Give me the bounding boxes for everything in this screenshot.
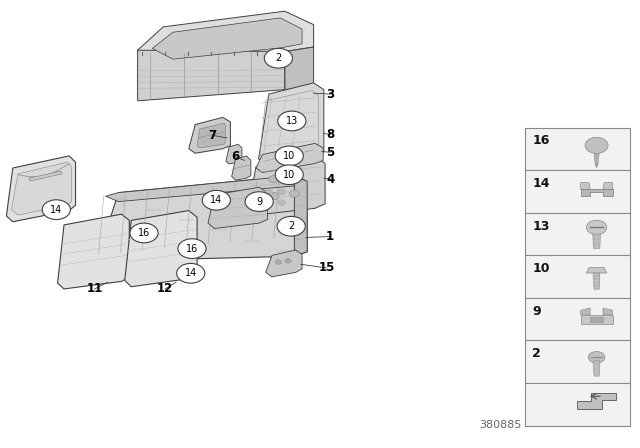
Text: 10: 10 [283, 151, 296, 161]
Polygon shape [197, 123, 225, 148]
Text: 16: 16 [138, 228, 150, 238]
FancyBboxPatch shape [525, 383, 630, 426]
Text: 10: 10 [532, 262, 550, 275]
Polygon shape [12, 162, 72, 215]
Polygon shape [208, 187, 268, 228]
Circle shape [275, 165, 303, 185]
Text: 16: 16 [532, 134, 550, 147]
Circle shape [177, 263, 205, 283]
FancyBboxPatch shape [525, 298, 630, 340]
Text: 3: 3 [326, 87, 334, 101]
Circle shape [264, 48, 292, 68]
Text: 6: 6 [232, 150, 239, 164]
Circle shape [277, 216, 305, 236]
Polygon shape [285, 47, 314, 90]
Polygon shape [6, 156, 76, 222]
Circle shape [265, 201, 273, 207]
FancyBboxPatch shape [525, 170, 630, 213]
Polygon shape [138, 50, 285, 101]
Polygon shape [593, 273, 600, 289]
Circle shape [265, 190, 273, 195]
Polygon shape [577, 393, 616, 409]
Text: 1: 1 [326, 230, 334, 243]
Polygon shape [99, 176, 307, 261]
Circle shape [289, 190, 300, 197]
Polygon shape [138, 11, 314, 64]
Text: 15: 15 [318, 261, 335, 275]
Text: 12: 12 [157, 282, 173, 296]
Polygon shape [125, 211, 197, 287]
Polygon shape [294, 176, 307, 256]
Polygon shape [226, 144, 242, 164]
Text: 14: 14 [50, 205, 63, 215]
Polygon shape [58, 214, 129, 289]
Text: 2: 2 [288, 221, 294, 231]
Circle shape [586, 220, 607, 235]
Circle shape [585, 137, 608, 153]
Polygon shape [256, 143, 323, 172]
Polygon shape [106, 176, 307, 202]
Polygon shape [586, 267, 607, 273]
Circle shape [588, 351, 605, 363]
FancyBboxPatch shape [525, 340, 630, 383]
Text: 380885: 380885 [479, 420, 521, 430]
Text: 14: 14 [184, 268, 197, 278]
Circle shape [278, 111, 306, 131]
Circle shape [285, 258, 291, 263]
Polygon shape [248, 156, 325, 215]
Text: 8: 8 [326, 128, 334, 141]
Text: 9: 9 [256, 197, 262, 207]
Circle shape [269, 193, 279, 200]
Polygon shape [29, 171, 62, 181]
FancyBboxPatch shape [525, 128, 630, 170]
Text: 16: 16 [186, 244, 198, 254]
Polygon shape [189, 117, 230, 153]
Polygon shape [232, 156, 251, 180]
Circle shape [278, 189, 285, 194]
Text: 13: 13 [532, 220, 550, 233]
Polygon shape [580, 189, 612, 196]
Text: 2: 2 [275, 53, 282, 63]
Polygon shape [259, 83, 324, 166]
Polygon shape [593, 234, 600, 248]
Polygon shape [603, 183, 612, 189]
Polygon shape [152, 18, 302, 59]
Circle shape [178, 239, 206, 258]
Polygon shape [595, 165, 598, 168]
Polygon shape [266, 250, 302, 277]
FancyBboxPatch shape [525, 213, 630, 255]
Circle shape [42, 200, 70, 220]
Text: 13: 13 [285, 116, 298, 126]
Polygon shape [590, 316, 603, 322]
Circle shape [130, 223, 158, 243]
Circle shape [289, 173, 300, 181]
Circle shape [275, 146, 303, 166]
Text: 4: 4 [326, 172, 334, 186]
Text: 14: 14 [210, 195, 223, 205]
Circle shape [275, 260, 282, 264]
Circle shape [269, 176, 279, 183]
Text: 5: 5 [326, 146, 334, 159]
Circle shape [202, 190, 230, 210]
FancyBboxPatch shape [525, 255, 630, 298]
Polygon shape [580, 308, 590, 315]
Text: 11: 11 [86, 282, 103, 296]
Polygon shape [593, 361, 600, 376]
Polygon shape [580, 183, 590, 189]
Text: 14: 14 [532, 177, 550, 190]
Circle shape [278, 200, 285, 205]
Text: 7: 7 [209, 129, 216, 142]
Circle shape [245, 192, 273, 211]
Polygon shape [580, 315, 612, 323]
Text: 9: 9 [532, 305, 541, 318]
Text: 2: 2 [532, 347, 541, 360]
Polygon shape [594, 153, 599, 165]
Polygon shape [603, 308, 612, 315]
Text: 10: 10 [283, 170, 296, 180]
